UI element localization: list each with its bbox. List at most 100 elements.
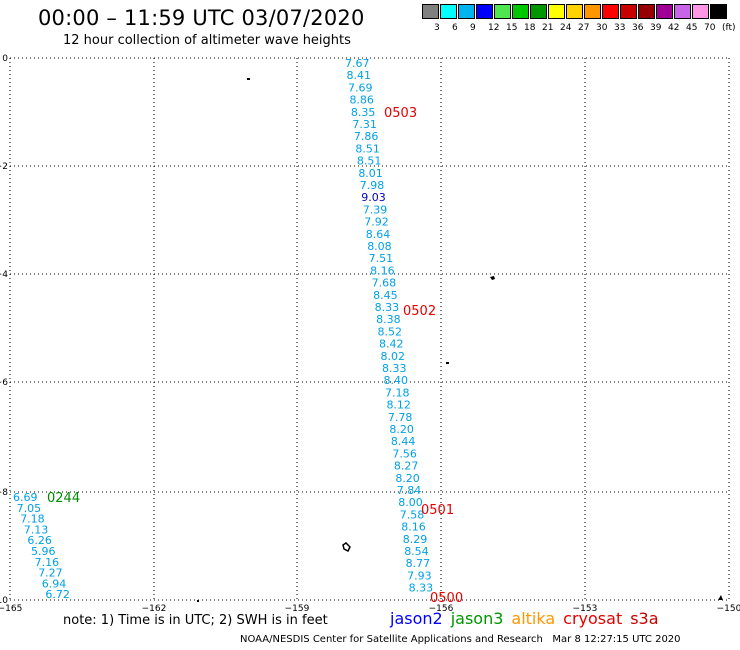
- satellite-legend-item: s3a: [630, 609, 659, 628]
- y-tick-label: −10: [0, 596, 8, 606]
- legend-swatch: [422, 4, 439, 19]
- legend-swatch: [602, 4, 619, 19]
- x-tick-label: −165: [0, 604, 22, 614]
- swh-value: 6.72: [45, 588, 70, 601]
- y-tick-label: −8: [0, 488, 8, 498]
- satellite-legend-item: jason3: [450, 609, 504, 628]
- swh-value: 5.96: [31, 545, 56, 558]
- swh-value: 8.02: [381, 350, 406, 363]
- swh-value: 6.94: [42, 577, 67, 590]
- legend-label: 9: [470, 23, 476, 33]
- legend-label: 15: [506, 23, 518, 33]
- satellite-legend-item: altika: [511, 609, 556, 628]
- pass-label: 0501: [421, 503, 454, 518]
- legend-label: 21: [542, 23, 554, 33]
- legend-label: 6: [452, 23, 458, 33]
- swh-value: 8.51: [357, 155, 382, 168]
- legend-label: 45: [686, 23, 698, 33]
- legend-swatch: [692, 4, 709, 19]
- swh-value: 7.78: [388, 411, 413, 424]
- legend-swatch: [710, 4, 727, 19]
- pass-label: 0502: [403, 304, 436, 319]
- swh-value: 7.39: [363, 203, 388, 216]
- x-tick-label: −156: [429, 604, 454, 614]
- legend-swatch: [494, 4, 511, 19]
- swh-value: 8.08: [367, 240, 392, 253]
- axis-ticks: 0 −2 −4 −6 −8 −10−165 −162 −159 −156 −153 −150: [0, 54, 740, 614]
- legend-label: 42: [668, 23, 680, 33]
- legend-label: 39: [650, 23, 662, 33]
- legend-label: 27: [578, 23, 590, 33]
- legend-label: 12: [488, 23, 500, 33]
- swh-value: 7.16: [35, 556, 60, 569]
- y-tick-label: 0: [2, 54, 8, 64]
- legend-swatch: [674, 4, 691, 19]
- swh-value: 6.26: [27, 534, 52, 547]
- legend-label: 3: [434, 23, 440, 33]
- swh-value: 8.44: [391, 435, 416, 448]
- island-mark: [247, 78, 250, 80]
- swh-value: 7.58: [400, 508, 425, 521]
- swh-value: 8.64: [366, 228, 391, 241]
- legend-swatch: [584, 4, 601, 19]
- footer-note: note: 1) Time is in UTC; 2) SWH is in fe…: [63, 613, 328, 628]
- swh-value: 7.27: [38, 567, 63, 580]
- legend-swatch: [512, 4, 529, 19]
- island-mark: [197, 600, 199, 602]
- swh-value: 8.16: [401, 521, 426, 534]
- swh-value: 8.51: [355, 142, 380, 155]
- legend-label: 33: [614, 23, 626, 33]
- y-tick-label: −6: [0, 378, 8, 388]
- page-title: 00:00 – 11:59 UTC 03/07/2020: [38, 6, 365, 30]
- island-mark: [342, 542, 351, 553]
- legend-swatch: [638, 4, 655, 19]
- swh-value: 8.33: [375, 301, 400, 314]
- swh-value: 8.41: [346, 69, 371, 82]
- swh-value: 8.29: [403, 533, 428, 546]
- swh-value: 8.45: [373, 289, 398, 302]
- swh-value: 8.40: [383, 374, 408, 387]
- swh-value: 7.13: [24, 523, 49, 536]
- pass-labels: 0503 0502 0501 0500 0244: [47, 106, 463, 606]
- color-legend: 3 6 9 12 15 18 21 24 27 30 33 36 39 42 45 70 (ft): [422, 4, 736, 42]
- swh-value: 7.69: [348, 81, 373, 94]
- swh-value: 8.00: [398, 496, 423, 509]
- island-mark: [718, 595, 723, 600]
- swh-value: 7.56: [392, 447, 417, 460]
- legend-swatch: [458, 4, 475, 19]
- swh-value: 7.93: [407, 569, 432, 582]
- footer-credit: NOAA/NESDIS Center for Satellite Applica…: [240, 634, 681, 645]
- swh-value: 8.33: [409, 582, 434, 595]
- satellite-track-left: 6.697.057.187.136.265.967.167.276.946.72: [13, 491, 70, 601]
- legend-swatch: [530, 4, 547, 19]
- swh-value: 7.18: [385, 386, 410, 399]
- legend-label: 30: [596, 23, 608, 33]
- swh-value: 8.38: [376, 313, 401, 326]
- swh-value: 6.69: [13, 491, 38, 504]
- swh-value: 8.12: [386, 399, 411, 412]
- swh-value: 8.42: [379, 338, 404, 351]
- pass-label: 0244: [47, 491, 80, 506]
- satellite-legend-item: cryosat: [563, 609, 623, 628]
- swh-value: 8.52: [378, 325, 403, 338]
- swh-value: 8.35: [351, 106, 376, 119]
- y-tick-label: −4: [0, 270, 8, 280]
- swh-value: 7.68: [372, 277, 397, 290]
- pass-label: 0500: [430, 591, 463, 606]
- island-mark: [490, 276, 495, 280]
- swh-value: 7.98: [360, 179, 385, 192]
- x-tick-label: −153: [573, 604, 598, 614]
- legend-swatch: [476, 4, 493, 19]
- credit-org: NOAA/NESDIS Center for Satellite Applica…: [240, 634, 543, 645]
- legend-label: 70: [704, 23, 716, 33]
- x-tick-label: −150: [717, 604, 740, 614]
- swh-value: 7.84: [397, 484, 422, 497]
- page-subtitle: 12 hour collection of altimeter wave hei…: [63, 33, 351, 48]
- legend-label: 18: [524, 23, 536, 33]
- x-tick-label: −162: [142, 604, 167, 614]
- swh-value: 7.92: [364, 216, 389, 229]
- legend-label: 24: [560, 23, 572, 33]
- swh-value: 8.54: [404, 545, 429, 558]
- swh-value: 7.18: [20, 513, 45, 526]
